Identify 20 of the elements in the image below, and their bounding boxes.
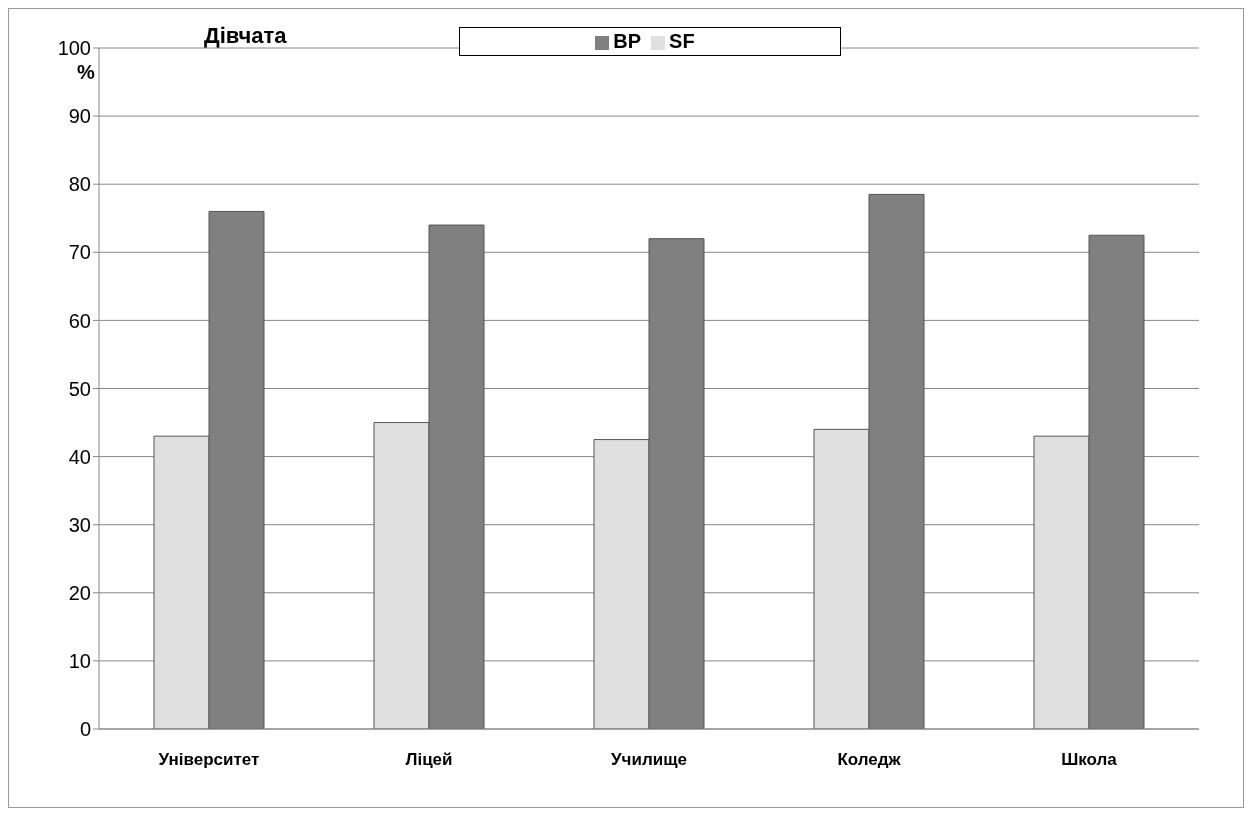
x-tick-label: Коледж [837,750,902,770]
y-tick-label: 40 [68,445,91,468]
y-tick-label: 0 [79,718,91,741]
y-tick-label: 80 [68,173,91,196]
chart-subtitle: Дівчата [204,23,287,49]
x-tick-label: Школа [1061,750,1118,770]
legend-label: BP [613,30,642,52]
x-tick-label: Училище [611,750,687,770]
y-axis-title: % [77,61,95,84]
y-tick-label: 60 [68,309,91,332]
x-tick-label: Ліцей [405,750,453,770]
y-tick-label: 20 [68,581,91,604]
y-tick-label: 50 [68,377,91,400]
y-tick-label: 100 [57,37,91,60]
x-tick-label: Університет [158,750,260,770]
y-tick-label: 90 [68,105,91,128]
y-tick-label: 70 [68,241,91,264]
y-tick-label: 30 [68,513,91,536]
y-tick-label: 10 [68,650,91,672]
legend-label: SF [669,30,695,52]
